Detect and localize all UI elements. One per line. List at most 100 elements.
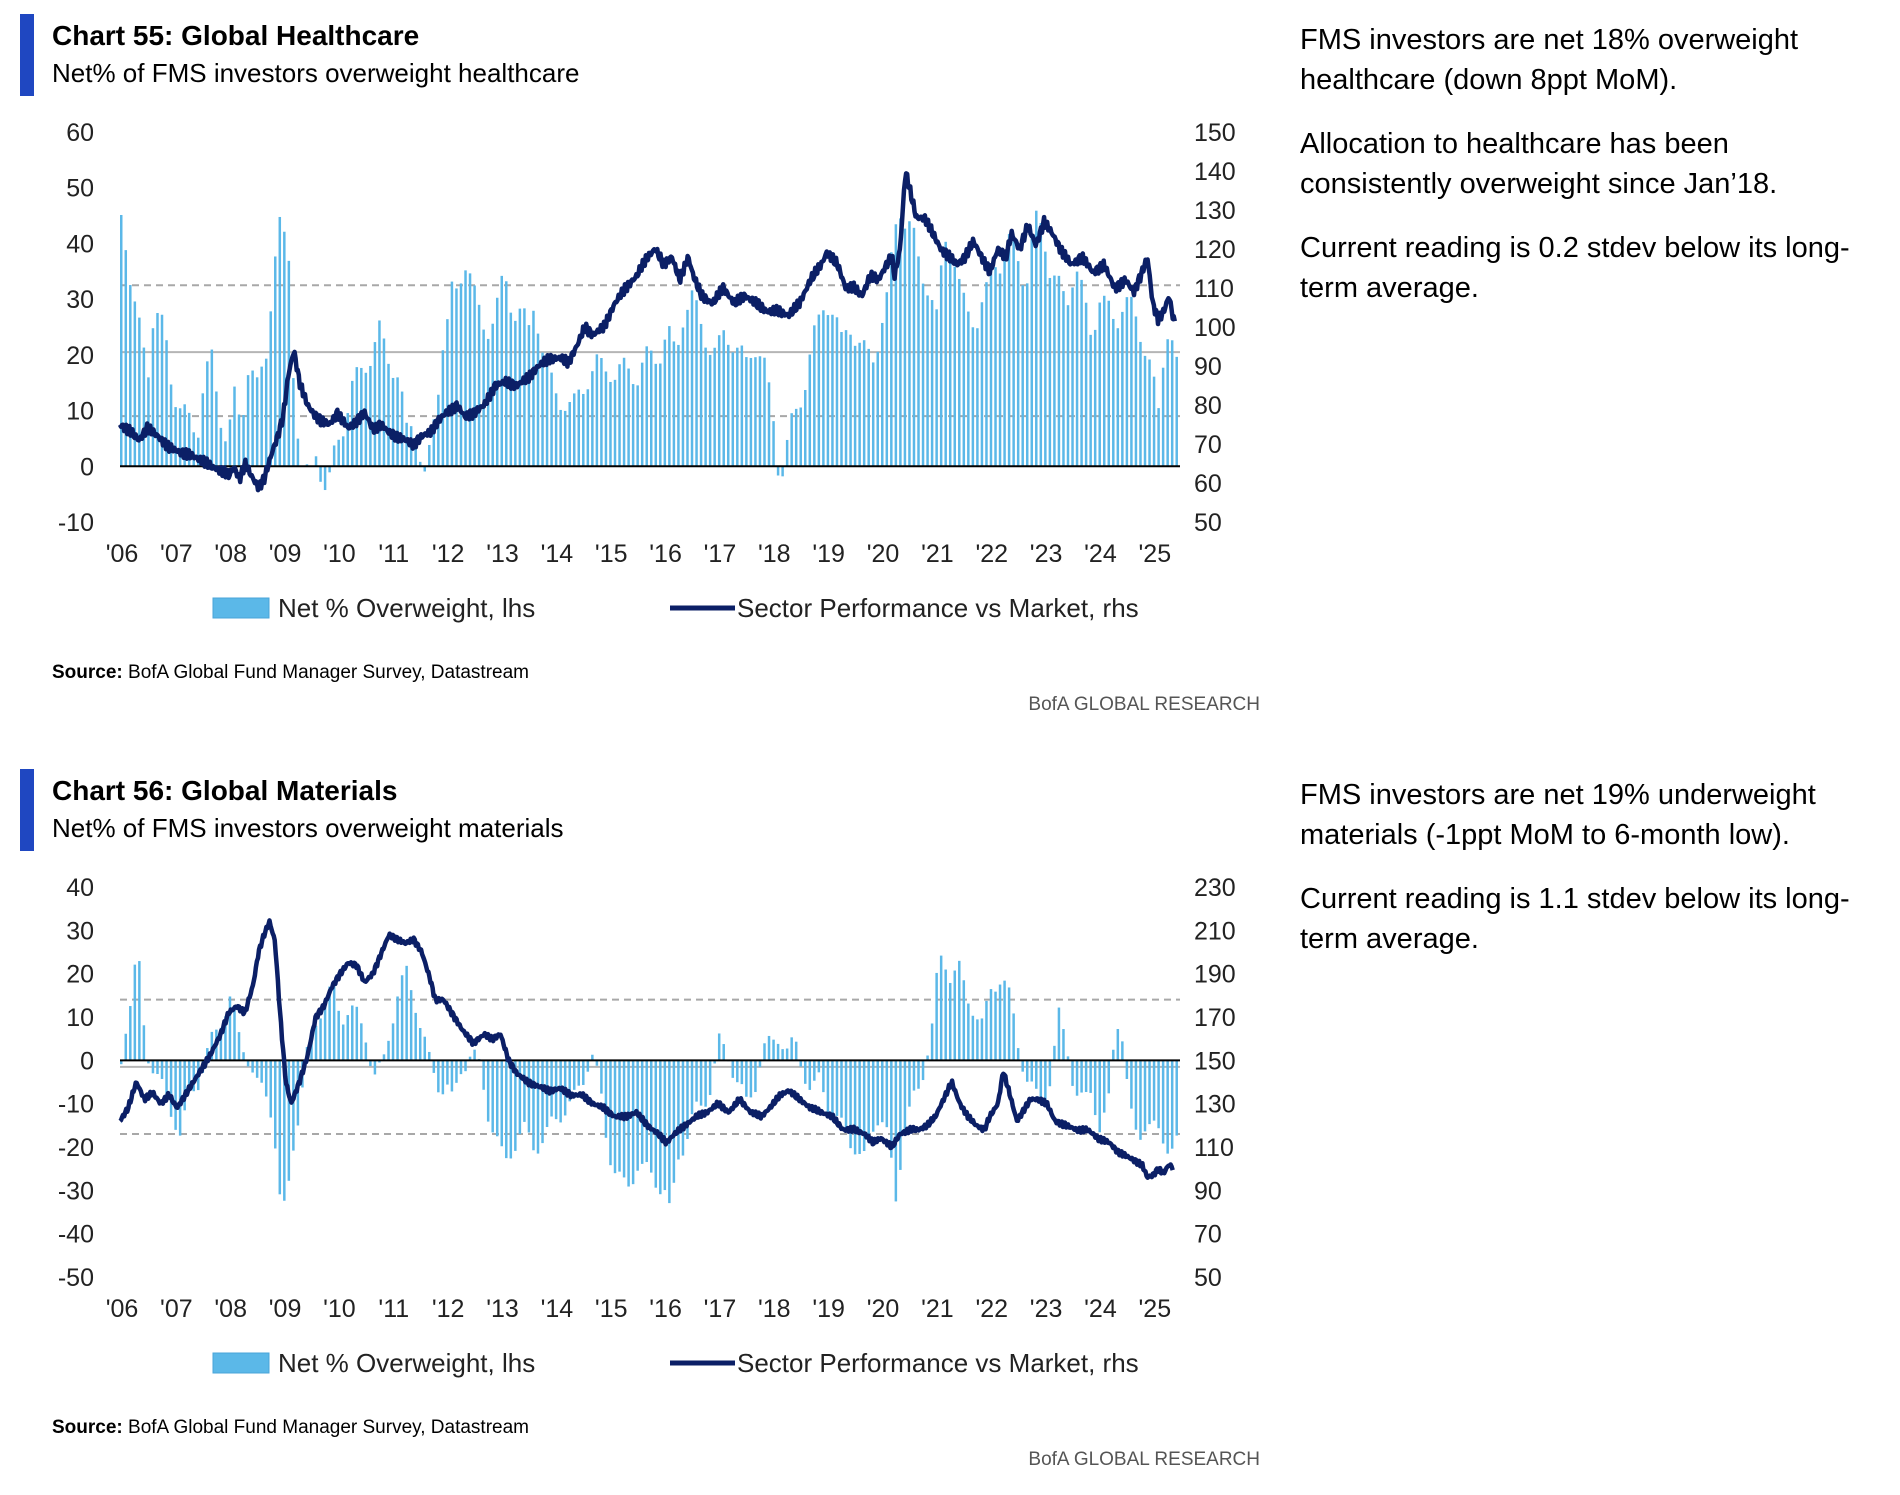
bar [464,1060,467,1072]
x-tick-label: '23 [1030,1295,1063,1323]
bar [713,1060,716,1064]
y-left-tick-label: 50 [66,175,94,203]
bar [727,344,730,467]
bar [554,393,558,467]
bar [423,1036,426,1061]
bar [459,283,463,467]
bar [822,1060,825,1093]
bar [745,1060,748,1097]
bar [446,319,449,467]
bar [663,339,667,467]
bar [1075,1060,1079,1096]
x-tick-label: '15 [595,540,628,568]
bar [640,1060,644,1164]
bar [998,984,1002,1061]
bar [1053,1045,1056,1061]
bar [532,1060,535,1151]
bar [636,385,639,467]
bar [360,1023,363,1061]
bar [699,323,703,467]
bar [296,438,300,467]
bar [695,300,698,467]
bar [124,250,128,467]
bar [804,390,807,467]
bar [826,1060,830,1114]
bar [197,437,200,467]
bar [1062,1029,1065,1061]
bar [912,1060,916,1091]
commentary-paragraph: FMS investors are net 18% overweight hea… [1300,24,1799,96]
bar [953,970,956,1061]
y-right-tick-label: 100 [1194,314,1236,342]
bar [409,990,413,1061]
y-left-tick-label: -10 [58,509,94,537]
performance-line [118,918,1175,1180]
legend-bars-swatch [212,1352,270,1374]
bar [659,363,662,467]
source-note: Source: BofA Global Fund Manager Survey,… [52,662,529,684]
bar [627,368,630,467]
bar [246,375,250,467]
bar [550,372,553,467]
bar [405,965,408,1061]
bar [627,1060,630,1187]
y-right-tick-label: 50 [1194,509,1222,537]
chart-title: Chart 55: Global Healthcare [52,20,420,51]
bar [799,407,802,467]
bar [541,352,544,467]
bar [1012,1013,1015,1061]
bar [831,1060,834,1118]
bar [283,1060,286,1201]
bar [1161,1060,1165,1144]
bar [151,1060,155,1074]
x-tick-label: '09 [269,540,302,568]
bar [246,1060,250,1067]
bar [1139,1060,1142,1140]
bar [391,1023,395,1061]
bar [831,314,834,467]
bar [364,1042,368,1061]
bar [1116,1029,1120,1061]
bar [337,439,340,467]
bar [686,1060,689,1139]
bar [890,1060,893,1158]
bar [971,327,975,467]
y-right-tick-label: 210 [1194,917,1236,945]
bar [1157,408,1160,467]
bar [1066,1056,1070,1061]
bar [219,427,223,467]
y-right-tick-label: 80 [1194,392,1222,420]
bar [740,345,744,467]
bar [1107,300,1111,467]
bar [1071,1060,1074,1086]
legend-line-label: Sector Performance vs Market, rhs [737,593,1139,623]
y-right-tick-label: 90 [1194,353,1222,381]
bar [332,986,336,1061]
bar [976,1019,979,1061]
bar [903,1060,907,1132]
bar [591,1054,594,1061]
bar [418,1028,422,1061]
bar [228,996,232,1061]
bar [1003,256,1006,467]
bar [582,1060,585,1085]
bar [1021,285,1024,467]
bar [523,308,526,467]
bar [903,228,907,467]
bar [980,1018,984,1061]
bar [1080,279,1083,467]
bar [283,231,286,467]
bar [165,1060,168,1096]
x-tick-label: '10 [323,1295,356,1323]
bar [509,1060,513,1159]
bar [640,362,644,467]
bar [767,382,771,467]
bar [559,409,562,467]
bar [568,1060,571,1102]
bar [645,1060,648,1163]
commentary-paragraph: FMS investors are net 19% underweight ma… [1300,779,1816,851]
y-left-tick-label: -30 [58,1177,94,1205]
bar [994,991,997,1061]
bar [1102,1060,1106,1113]
bar [659,1060,662,1195]
